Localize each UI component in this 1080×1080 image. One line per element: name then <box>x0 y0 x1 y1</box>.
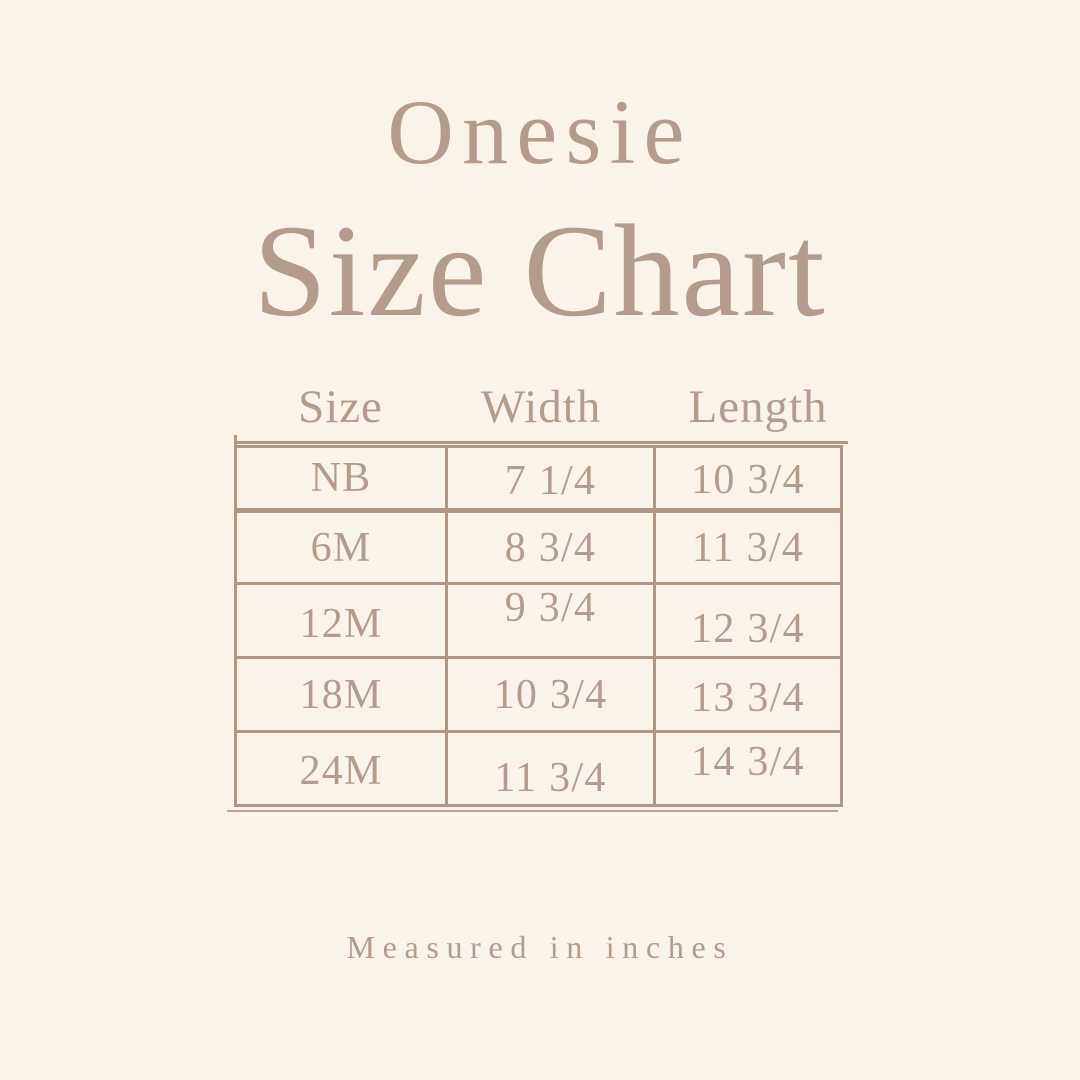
table-cell-width: 7 1/4 <box>448 448 656 508</box>
cell-value: 6M <box>310 524 372 571</box>
column-header-width: Width <box>480 381 602 433</box>
table-cell-size: 24M <box>237 730 448 804</box>
table-cell-length: 11 3/4 <box>656 508 840 582</box>
cell-value: 10 3/4 <box>691 457 805 503</box>
table-cell-size: 12M <box>237 582 448 656</box>
cell-value: 8 3/4 <box>504 524 597 571</box>
cell-value: 24M <box>299 747 383 794</box>
cell-value: 7 1/4 <box>504 458 597 504</box>
hand-drawn-top-stroke <box>235 441 848 444</box>
table-column-headers: Size Width Length <box>234 381 843 434</box>
cell-value: 12M <box>299 600 383 647</box>
table-cell-width: 10 3/4 <box>448 656 656 730</box>
cell-value: NB <box>310 455 372 501</box>
page-title: Size Chart <box>253 197 827 344</box>
table-cell-length: 14 3/4 <box>656 730 840 804</box>
hand-drawn-bottom-stroke <box>227 809 838 812</box>
measurement-note: Measured in inches <box>346 929 734 965</box>
table-cell-length: 10 3/4 <box>656 448 840 508</box>
table-cell-size: 6M <box>237 508 448 582</box>
cell-value: 11 3/4 <box>494 754 607 801</box>
size-table: NB 7 1/4 10 3/4 6M 8 3/4 11 3/4 12M 9 3/… <box>227 435 848 812</box>
table-cell-size: NB <box>237 448 448 508</box>
table-cell-width: 9 3/4 <box>448 582 656 656</box>
cell-value: 9 3/4 <box>504 584 597 631</box>
cell-value: 18M <box>299 671 383 718</box>
table-cell-size: 18M <box>237 656 448 730</box>
column-header-length: Length <box>688 381 828 433</box>
cell-value: 10 3/4 <box>493 671 608 718</box>
cell-value: 11 3/4 <box>691 524 805 571</box>
product-subtitle: Onesie <box>387 81 693 183</box>
cell-value: 13 3/4 <box>691 674 805 721</box>
table-cell-length: 13 3/4 <box>656 656 840 730</box>
table-cell-length: 12 3/4 <box>656 582 840 656</box>
column-header-size: Size <box>298 381 383 433</box>
table-cell-width: 11 3/4 <box>448 730 656 804</box>
cell-value: 12 3/4 <box>691 605 805 652</box>
cell-value: 14 3/4 <box>691 738 805 785</box>
table-cell-width: 8 3/4 <box>448 508 656 582</box>
